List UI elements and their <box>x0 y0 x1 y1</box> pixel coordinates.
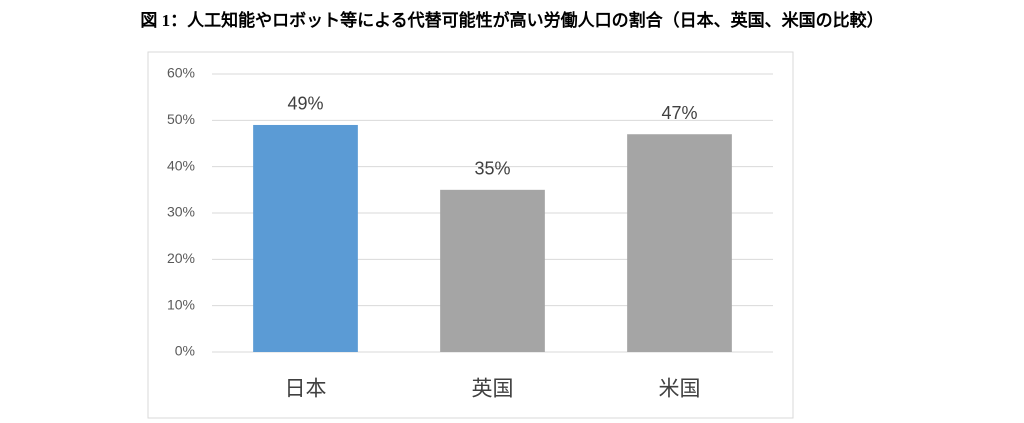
y-tick-label: 40% <box>167 157 195 173</box>
y-tick-label: 20% <box>167 250 195 266</box>
y-tick-label: 0% <box>175 343 195 359</box>
chart-frame <box>147 51 794 419</box>
x-tick-label: 英国 <box>472 378 514 401</box>
bar <box>253 124 358 352</box>
chart-title: 図 1：人工知能やロボット等による代替可能性が高い労働人口の割合（日本、英国、米… <box>140 10 883 30</box>
data-label: 49% <box>287 94 323 114</box>
y-tick-label: 60% <box>167 65 195 81</box>
y-tick-label: 10% <box>167 296 195 312</box>
y-tick-label: 30% <box>167 204 195 220</box>
bar <box>627 134 732 352</box>
data-label: 35% <box>474 159 510 179</box>
y-tick-label: 50% <box>167 111 195 127</box>
x-tick-label: 日本 <box>285 378 327 401</box>
x-tick-label: 米国 <box>659 378 701 401</box>
data-label: 47% <box>661 103 697 123</box>
bar <box>440 189 545 352</box>
